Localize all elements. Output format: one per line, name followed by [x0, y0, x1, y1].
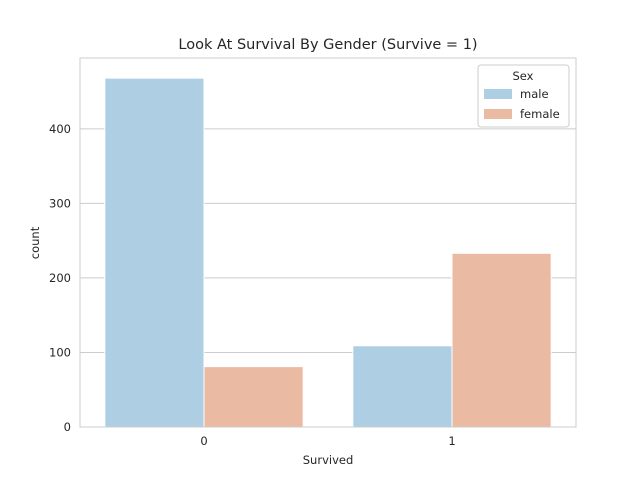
x-axis-label: Survived	[303, 453, 354, 467]
legend-swatch-male	[484, 89, 512, 99]
chart-title: Look At Survival By Gender (Survive = 1)	[178, 37, 477, 53]
y-tick-label-0: 0	[64, 420, 71, 434]
y-tick-label-100: 100	[49, 345, 71, 359]
bar-male-1	[352, 345, 453, 428]
legend-swatch-female	[484, 109, 512, 119]
y-axis-label: count	[28, 226, 42, 259]
x-tick-label-0: 0	[200, 434, 207, 448]
plot-frame	[79, 57, 577, 428]
bars	[104, 77, 552, 428]
legend-label-male: male	[520, 87, 549, 101]
y-tick-label-400: 400	[49, 122, 71, 136]
bar-female-1	[451, 252, 552, 428]
y-tick-label-200: 200	[49, 271, 71, 285]
legend: Sex male female	[477, 64, 570, 128]
y-tick-labels: 0 100 200 300 400	[49, 122, 71, 434]
x-tick-label-1: 1	[448, 434, 455, 448]
legend-label-female: female	[520, 107, 560, 121]
y-tick-label-300: 300	[49, 196, 71, 210]
legend-title: Sex	[513, 69, 534, 83]
bar-female-0	[203, 366, 304, 428]
bar-male-0	[104, 77, 205, 428]
